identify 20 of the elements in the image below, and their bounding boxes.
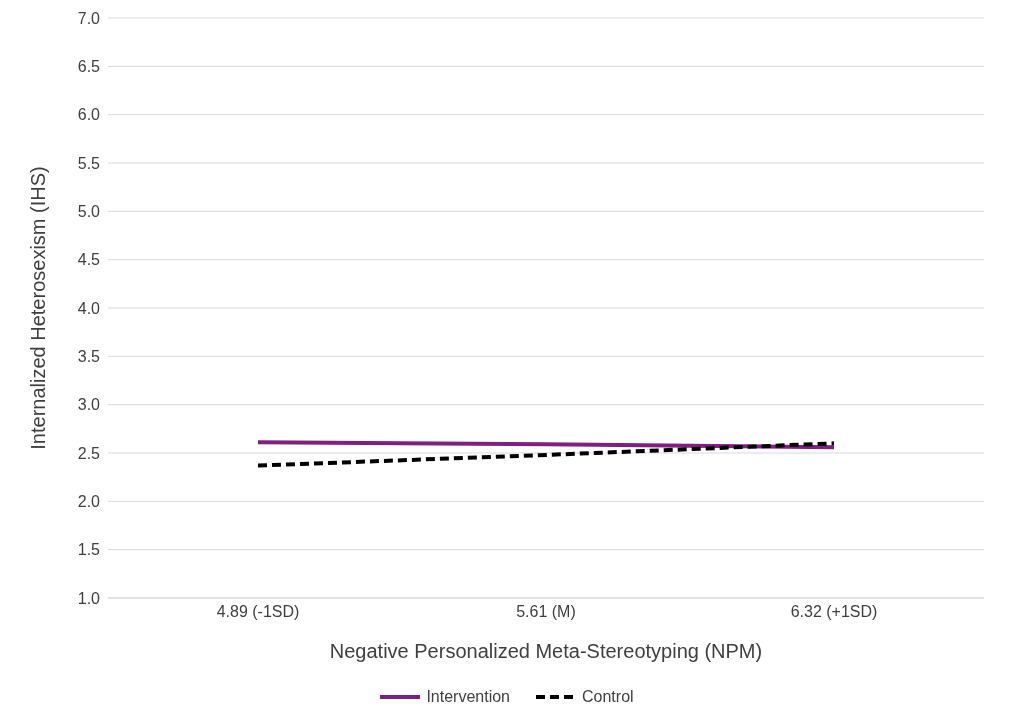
y-tick-label: 5.0 <box>77 203 101 221</box>
x-tick-label: 4.89 (-1SD) <box>216 603 300 621</box>
x-tick-label: 5.61 (M) <box>516 603 576 621</box>
y-tick-label: 1.0 <box>77 589 101 607</box>
y-tick-label: 1.5 <box>77 541 101 559</box>
x-axis-title: Negative Personalized Meta-Stereotyping (NPM) <box>329 640 763 662</box>
legend-label: Control <box>582 688 634 706</box>
y-tick-label: 2.5 <box>77 444 101 462</box>
x-tick-label: 6.32 (+1SD) <box>790 603 878 621</box>
y-tick-label: 3.0 <box>77 396 101 414</box>
y-tick-label: 7.0 <box>77 9 101 27</box>
y-tick-label: 4.0 <box>77 299 101 317</box>
y-axis-title: Internalized Heterosexism (IHS) <box>27 166 50 450</box>
y-tick-label: 5.5 <box>77 154 101 172</box>
y-tick-label: 4.5 <box>77 251 101 269</box>
y-tick-label: 6.5 <box>77 58 101 76</box>
y-tick-label: 6.0 <box>77 106 101 124</box>
legend-label: Intervention <box>426 688 511 706</box>
y-tick-label: 2.0 <box>77 493 101 511</box>
y-tick-label: 3.5 <box>77 348 101 366</box>
